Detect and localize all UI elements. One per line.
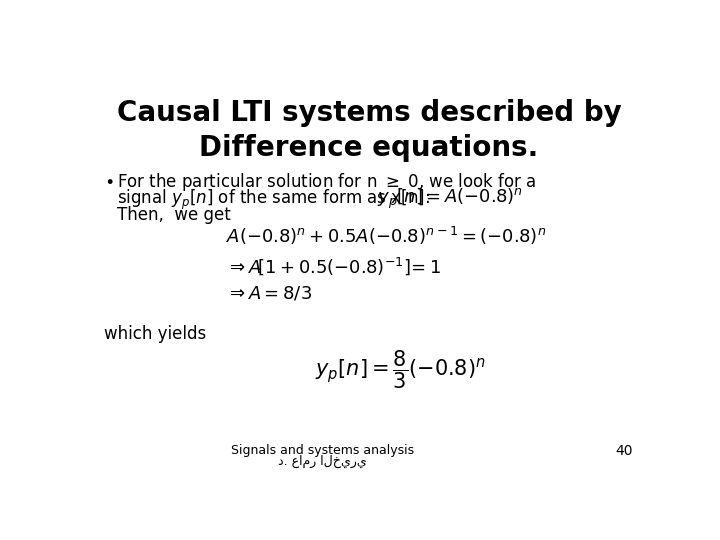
Text: $\bullet$: $\bullet$ xyxy=(104,171,114,189)
Text: which yields: which yields xyxy=(104,325,206,343)
Text: $y_p[n] = A(-0.8)^n$: $y_p[n] = A(-0.8)^n$ xyxy=(377,186,523,211)
Text: Signals and systems analysis: Signals and systems analysis xyxy=(231,444,414,457)
Text: $\Rightarrow A\!\left[1+0.5(-0.8)^{-1}\right]\!=1$: $\Rightarrow A\!\left[1+0.5(-0.8)^{-1}\r… xyxy=(225,256,441,278)
Text: $\Rightarrow A=8/3$: $\Rightarrow A=8/3$ xyxy=(225,284,312,302)
Text: Difference equations.: Difference equations. xyxy=(199,134,539,162)
Text: $y_p[n]=\dfrac{8}{3}(-0.8)^n$: $y_p[n]=\dfrac{8}{3}(-0.8)^n$ xyxy=(315,348,485,390)
Text: $A(-0.8)^n+0.5A(-0.8)^{n-1}=(-0.8)^n$: $A(-0.8)^n+0.5A(-0.8)^{n-1}=(-0.8)^n$ xyxy=(225,225,546,247)
Text: Then,  we get: Then, we get xyxy=(117,206,231,224)
Text: 40: 40 xyxy=(615,444,632,457)
Text: د. عامر الخيري: د. عامر الخيري xyxy=(278,455,367,468)
Text: signal $y_p[n]$ of the same form as x[n]:: signal $y_p[n]$ of the same form as x[n]… xyxy=(117,188,430,212)
Text: Causal LTI systems described by: Causal LTI systems described by xyxy=(117,99,621,127)
Text: For the particular solution for n $\geq$ 0, we look for a: For the particular solution for n $\geq$… xyxy=(117,171,536,193)
